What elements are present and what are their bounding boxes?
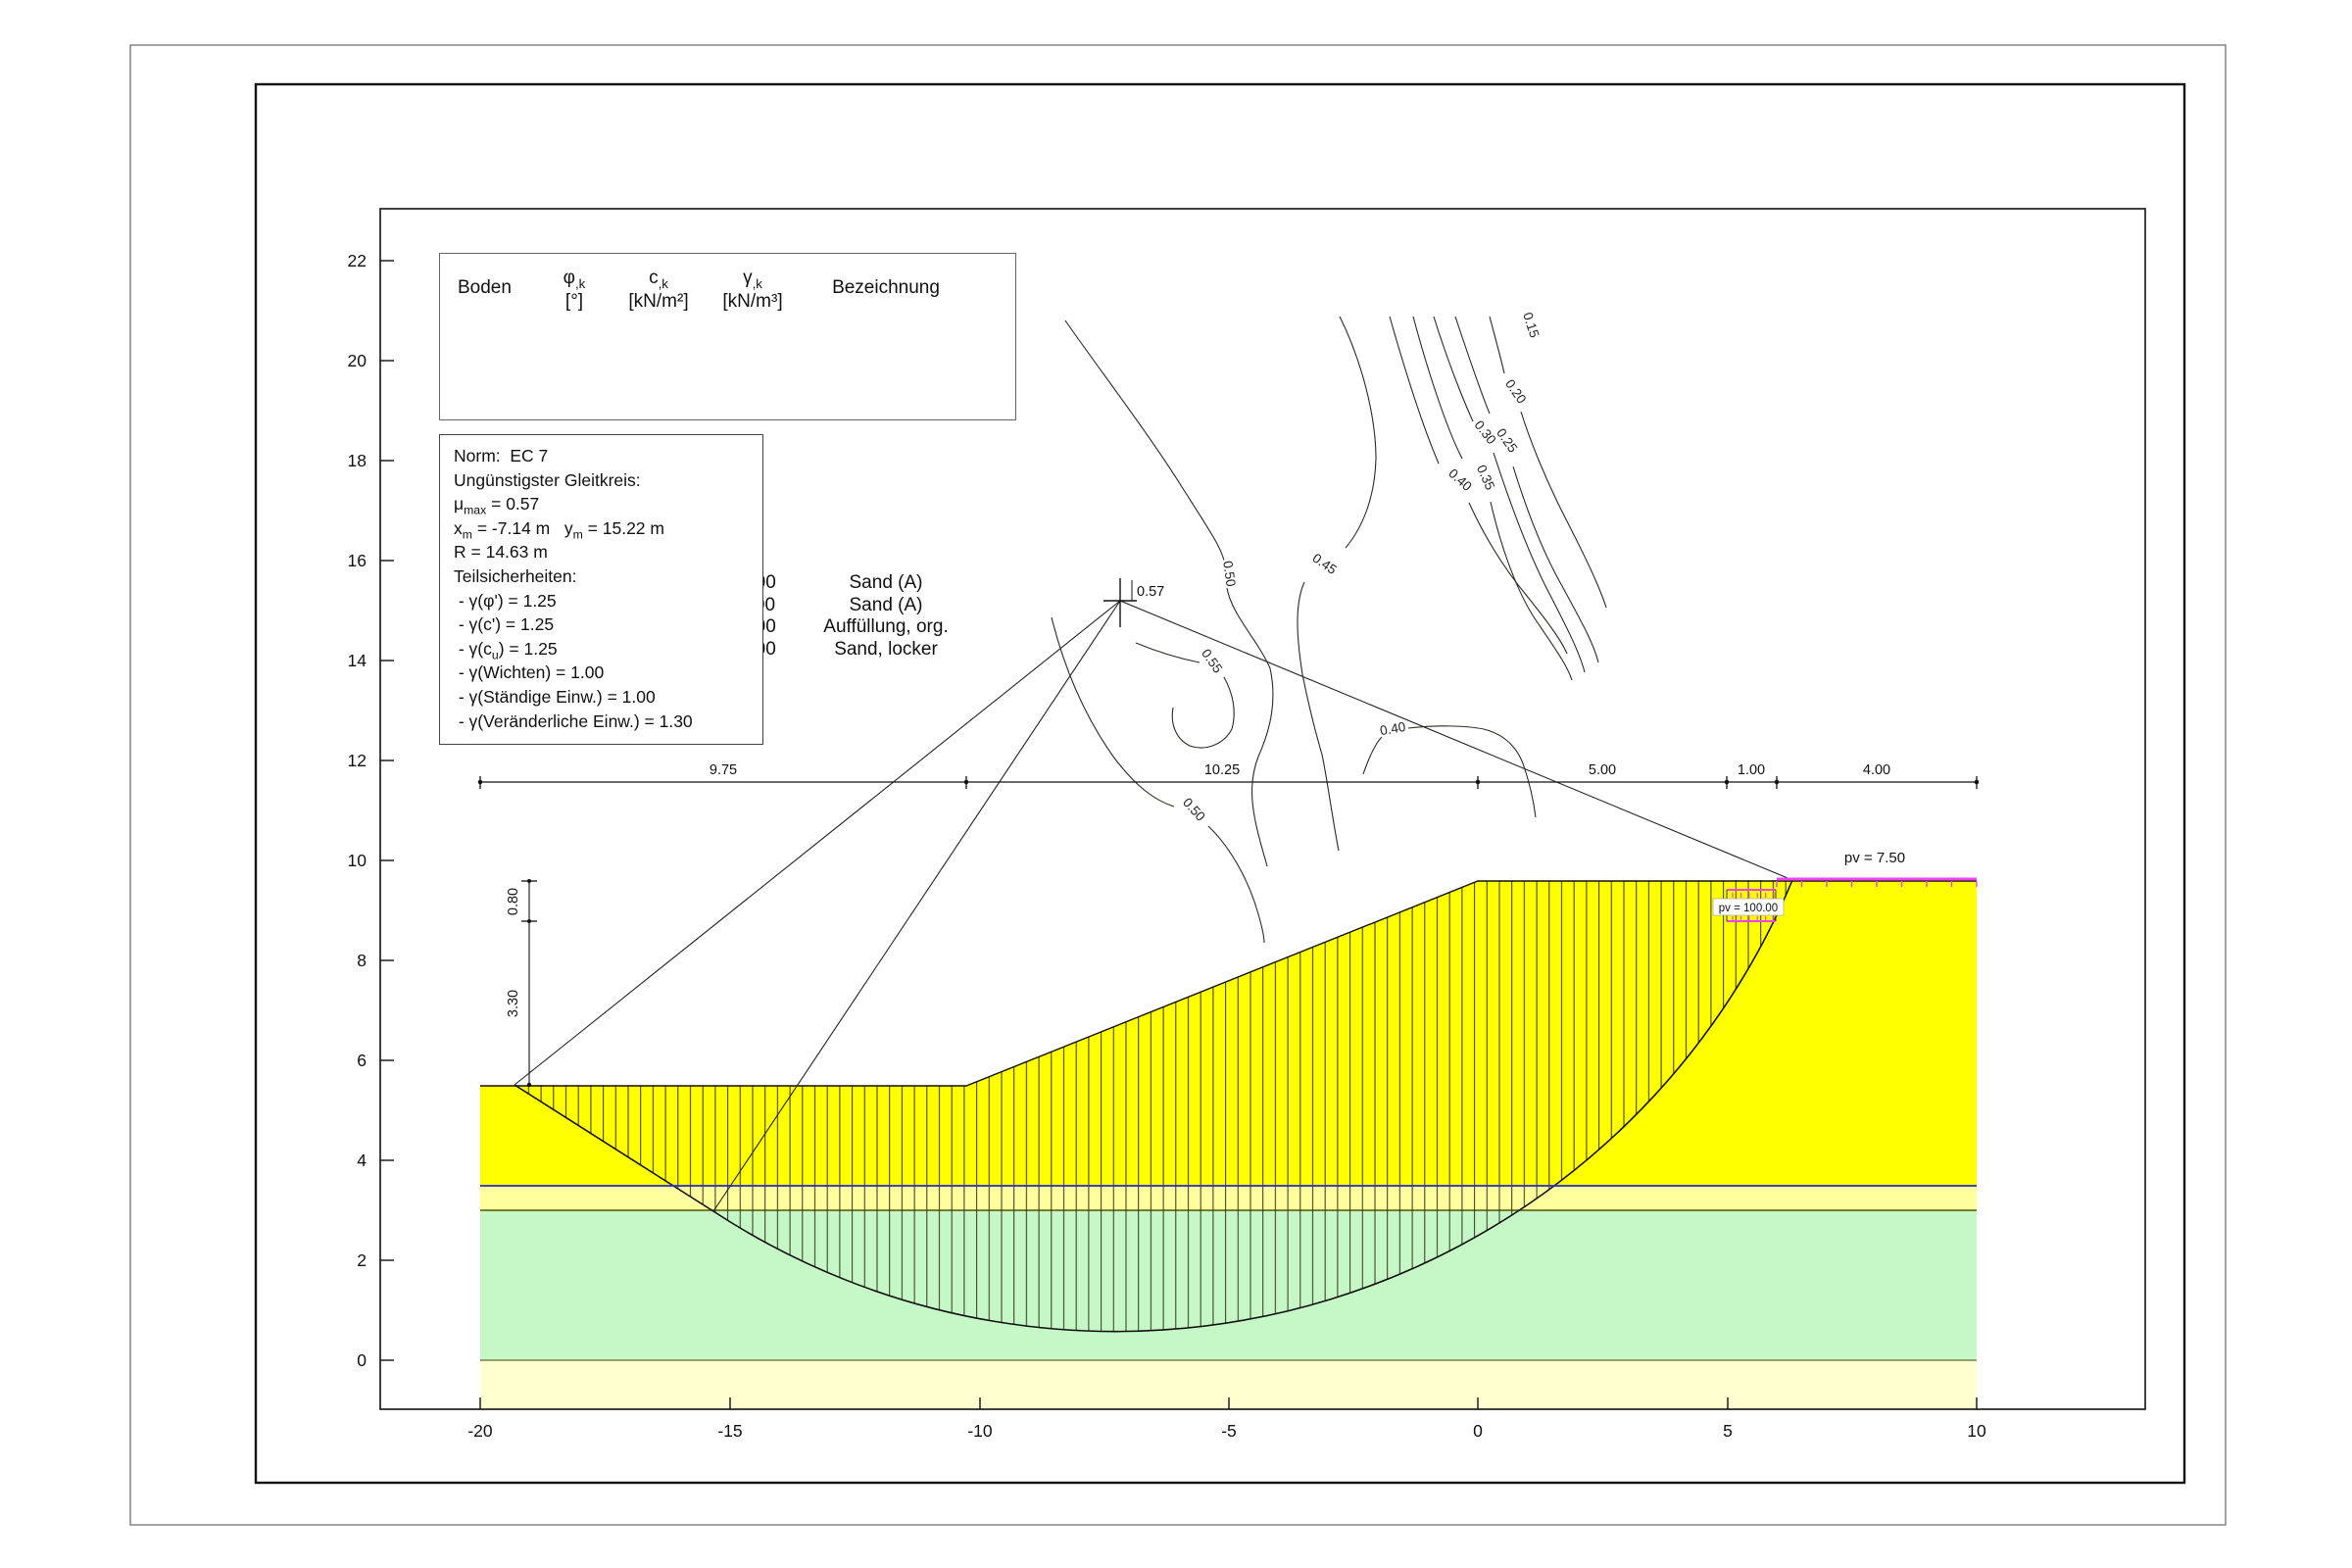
col-header-c: c,k [kN/m²] xyxy=(628,268,689,312)
dimension-label: 4.00 xyxy=(1863,762,1890,778)
x-tick-label: -5 xyxy=(1221,1421,1237,1441)
surface-load-label: pv = 7.50 xyxy=(1844,850,1905,866)
dimension-label: 9.75 xyxy=(710,762,737,778)
norm-line: - γ(Ständige Einw.) = 1.00 xyxy=(454,687,656,707)
contour-value-label: 0.15 xyxy=(1520,311,1542,340)
radius-line-entry xyxy=(514,600,1121,1086)
plot-frame xyxy=(379,208,2146,1410)
contour-0.55 xyxy=(1135,642,1235,749)
x-tick-label: 10 xyxy=(1967,1421,1986,1441)
dimension-label: 1.00 xyxy=(1738,762,1765,778)
norm-line: μmax = 0.57 xyxy=(454,494,540,517)
soil-cell-name: Auffüllung, org. xyxy=(823,616,949,638)
x-tick-label: -10 xyxy=(967,1421,993,1441)
dimension-label: 0.80 xyxy=(506,888,521,915)
norm-line: R = 14.63 m xyxy=(454,542,548,563)
contour-0.50-lower xyxy=(1051,616,1265,944)
y-tick-label: 22 xyxy=(348,251,367,270)
soil-cell-name: Sand (A) xyxy=(849,594,923,615)
y-tick-label: 4 xyxy=(357,1151,367,1170)
radius-line-exit xyxy=(1119,600,1793,881)
y-tick-label: 0 xyxy=(357,1350,367,1370)
norm-box: Norm: EC 7 Ungünstigster Gleitkreis: μmax … xyxy=(439,434,763,745)
mu-max-value: 0.57 xyxy=(1137,584,1164,600)
dimension-label: 5.00 xyxy=(1589,762,1616,778)
norm-line: - γ(c') = 1.25 xyxy=(454,614,555,635)
soil-cell-name: Sand (A) xyxy=(849,572,923,593)
contour-0.20 xyxy=(1489,316,1607,609)
norm-line: - γ(Veränderliche Einw.) = 1.30 xyxy=(454,710,693,731)
contour-value-label: 0.55 xyxy=(1199,646,1225,675)
norm-line: xm = -7.14 m ym = 15.22 m xyxy=(454,517,664,542)
contour-value-label: 0.35 xyxy=(1474,463,1497,492)
outer-border xyxy=(129,44,2227,1526)
y-tick-label: 20 xyxy=(348,351,368,370)
inner-border xyxy=(254,82,2186,1485)
contour-0.50-upper xyxy=(1064,319,1274,867)
contour-0.45 xyxy=(1297,316,1377,852)
x-tick-label: -20 xyxy=(467,1421,493,1441)
radius-line-kink xyxy=(712,600,1121,1212)
dimension-label: 3.30 xyxy=(506,990,521,1017)
horizontal-dimension: 9.75 10.25 5.00 1.00 4.00 xyxy=(477,762,1980,789)
x-tick-label: 5 xyxy=(1723,1421,1733,1441)
contour-0.30 xyxy=(1433,316,1586,673)
soil-cell-name: Sand, locker xyxy=(834,638,938,660)
radius-lines xyxy=(514,600,1793,1212)
vertical-dimension: 0.80 3.30 xyxy=(506,879,537,1088)
norm-line: Ungünstigster Gleitkreis: xyxy=(454,469,641,490)
y-tick-label: 12 xyxy=(348,751,367,770)
y-tick-label: 16 xyxy=(348,551,367,570)
surface-load: pv = 7.50 xyxy=(1776,850,1978,887)
contour-0.35 xyxy=(1412,316,1573,681)
y-tick-label: 8 xyxy=(357,951,367,970)
norm-line: - γ(cu) = 1.25 xyxy=(454,638,558,662)
y-tick-label: 10 xyxy=(348,851,368,870)
y-tick-label: 2 xyxy=(357,1250,367,1270)
col-header-name: Bezeichnung xyxy=(832,277,940,298)
contour-value-label: 0.25 xyxy=(1494,425,1520,455)
x-axis: -20 -15 -10 -5 0 5 10 xyxy=(467,1397,1986,1441)
x-tick-label: -15 xyxy=(717,1421,742,1441)
contour-0.25 xyxy=(1454,316,1599,663)
y-tick-label: 14 xyxy=(348,651,368,670)
soil-table: Boden φ,k [°] c,k [kN/m²] γ,k [kN/m³] Bezei… xyxy=(439,253,1016,660)
col-header-gamma: γ,k [kN/m³] xyxy=(722,268,783,312)
norm-line: Teilsicherheiten: xyxy=(454,566,577,586)
slip-mass-hatching xyxy=(514,880,1792,1332)
contour-value-label: 0.40 xyxy=(1379,719,1406,738)
slip-surface xyxy=(514,879,1793,1333)
strip-load: pv = 100.00 xyxy=(1712,889,1785,922)
contour-value-label: 0.20 xyxy=(1502,376,1529,406)
strip-load-label: pv = 100.00 xyxy=(1719,903,1778,914)
soil-table-title: Boden xyxy=(458,277,512,298)
contour-value-label: 0.50 xyxy=(1180,795,1208,824)
contour-0.40-upper xyxy=(1389,316,1568,655)
y-axis: 0 2 4 6 8 10 12 14 16 18 20 22 xyxy=(348,251,394,1370)
contour-labels: 0.150.200.250.300.350.400.450.500.550.40… xyxy=(1177,308,1544,826)
contour-value-label: 0.30 xyxy=(1472,417,1499,447)
y-tick-label: 6 xyxy=(357,1051,367,1070)
contour-value-label: 0.50 xyxy=(1220,560,1239,587)
norm-line: - γ(Wichten) = 1.00 xyxy=(454,662,605,683)
dimension-label: 10.25 xyxy=(1204,762,1240,778)
norm-line: - γ(φ') = 1.25 xyxy=(454,590,557,611)
safety-contours xyxy=(1051,316,1607,944)
contour-value-label: 0.45 xyxy=(1310,551,1340,577)
col-header-phi: φ,k [°] xyxy=(563,268,586,312)
terrain-surface xyxy=(480,880,1977,1087)
y-tick-label: 18 xyxy=(348,451,367,470)
norm-line: Norm: EC 7 xyxy=(454,446,549,466)
x-tick-label: 0 xyxy=(1473,1421,1483,1441)
slip-circle-center: 0.57 xyxy=(1103,578,1164,627)
contour-value-label: 0.40 xyxy=(1446,466,1475,494)
contour-0.40-lower xyxy=(1362,725,1537,818)
